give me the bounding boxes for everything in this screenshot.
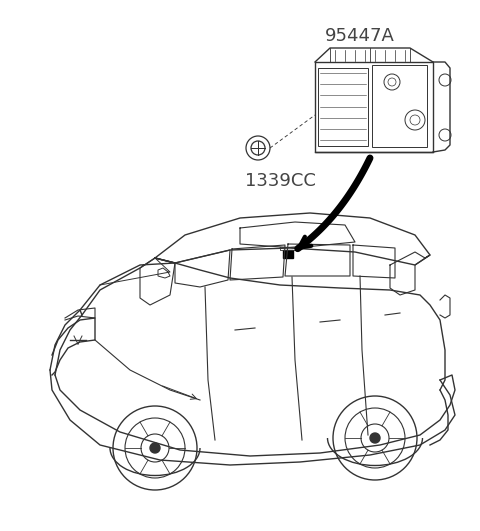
Text: 95447A: 95447A — [325, 27, 395, 45]
FancyBboxPatch shape — [283, 250, 293, 258]
Circle shape — [370, 433, 380, 443]
Text: 1339CC: 1339CC — [245, 172, 315, 190]
Circle shape — [150, 443, 160, 453]
FancyBboxPatch shape — [318, 68, 368, 146]
FancyBboxPatch shape — [372, 65, 427, 147]
FancyBboxPatch shape — [315, 62, 433, 152]
